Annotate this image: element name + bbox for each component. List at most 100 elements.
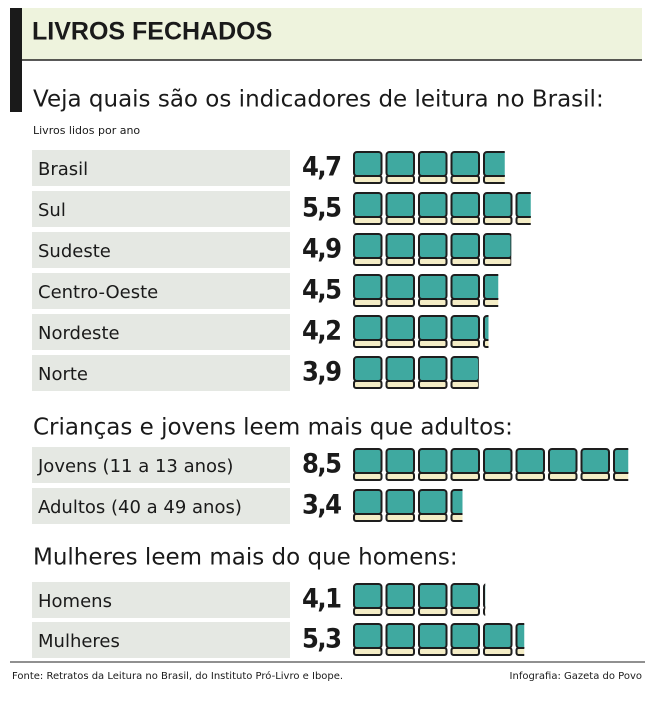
book-cover — [450, 274, 480, 300]
book-cover — [418, 583, 448, 609]
book-pages — [483, 647, 513, 656]
book-cover — [483, 151, 505, 177]
book-pages — [385, 472, 415, 481]
category-label: Centro-Oeste — [38, 282, 158, 303]
book-pages — [515, 216, 531, 225]
book-pages — [353, 513, 383, 522]
book-bar — [353, 623, 525, 656]
book-cover — [483, 315, 489, 341]
book-pages — [353, 339, 383, 348]
book-pages — [450, 380, 479, 389]
credit-note: Infografia: Gazeta do Povo — [510, 671, 642, 682]
book-pages — [450, 175, 480, 184]
book-pages — [450, 339, 480, 348]
book-cover — [353, 623, 383, 649]
book-pages — [353, 607, 383, 616]
category-label: Mulheres — [38, 631, 120, 652]
label-box — [32, 232, 290, 268]
value-label: 3,9 — [302, 357, 342, 388]
category-label: Nordeste — [38, 323, 120, 344]
book-bar — [353, 583, 486, 616]
book-pages — [385, 216, 415, 225]
book-cover — [450, 233, 480, 259]
book-pages — [418, 647, 448, 656]
book-cover — [418, 623, 448, 649]
book-pages — [580, 472, 610, 481]
book-pages — [418, 339, 448, 348]
book-cover — [353, 489, 383, 515]
book-cover — [418, 274, 448, 300]
value-label: 5,5 — [302, 193, 342, 224]
book-cover — [418, 151, 448, 177]
book-cover — [483, 192, 513, 218]
book-cover — [353, 192, 383, 218]
book-cover — [385, 448, 415, 474]
book-cover — [385, 356, 415, 382]
book-pages — [418, 298, 448, 307]
book-cover — [450, 151, 480, 177]
value-label: 4,2 — [302, 316, 342, 347]
book-pages — [450, 607, 480, 616]
book-pages — [483, 472, 513, 481]
book-pages — [613, 472, 629, 481]
title-box — [22, 8, 642, 60]
book-cover — [385, 192, 415, 218]
label-box — [32, 273, 290, 309]
label-box — [32, 447, 290, 483]
book-pages — [450, 257, 480, 266]
label-box — [32, 150, 290, 186]
book-cover — [450, 623, 480, 649]
label-box — [32, 582, 290, 618]
book-cover — [353, 356, 383, 382]
book-pages — [418, 257, 448, 266]
book-cover — [418, 356, 448, 382]
book-cover — [450, 356, 479, 382]
book-pages — [385, 647, 415, 656]
category-label: Homens — [38, 591, 112, 612]
book-pages — [450, 298, 480, 307]
book-pages — [483, 257, 512, 266]
book-bar — [353, 233, 512, 266]
book-cover — [385, 274, 415, 300]
book-pages — [418, 472, 448, 481]
book-pages — [353, 257, 383, 266]
book-pages — [418, 380, 448, 389]
book-cover — [515, 448, 545, 474]
book-bar — [353, 192, 531, 225]
book-pages — [385, 175, 415, 184]
book-pages — [385, 339, 415, 348]
book-bar — [353, 151, 505, 184]
book-pages — [548, 472, 578, 481]
book-cover — [483, 583, 486, 609]
category-label: Sudeste — [38, 241, 111, 262]
category-label: Adultos (40 a 49 anos) — [38, 497, 242, 518]
book-pages — [450, 216, 480, 225]
book-pages — [450, 513, 463, 522]
book-pages — [450, 647, 480, 656]
label-box — [32, 622, 290, 658]
book-cover — [385, 151, 415, 177]
book-pages — [385, 513, 415, 522]
book-pages — [353, 298, 383, 307]
label-box — [32, 314, 290, 350]
book-cover — [450, 448, 480, 474]
book-pages — [353, 175, 383, 184]
page-title: LIVROS FECHADOS — [32, 18, 272, 46]
value-label: 4,5 — [302, 275, 342, 306]
book-cover — [385, 233, 415, 259]
book-cover — [353, 583, 383, 609]
section-title: Mulheres leem mais do que homens: — [33, 545, 458, 571]
book-cover — [483, 233, 512, 259]
value-label: 5,3 — [302, 624, 342, 655]
book-pages — [483, 298, 499, 307]
book-bar — [353, 448, 629, 481]
book-pages — [385, 298, 415, 307]
book-cover — [548, 448, 578, 474]
book-cover — [450, 192, 480, 218]
book-bar — [353, 315, 489, 348]
book-cover — [580, 448, 610, 474]
value-label: 4,7 — [302, 152, 342, 183]
book-pages — [515, 472, 545, 481]
book-bar — [353, 489, 463, 522]
